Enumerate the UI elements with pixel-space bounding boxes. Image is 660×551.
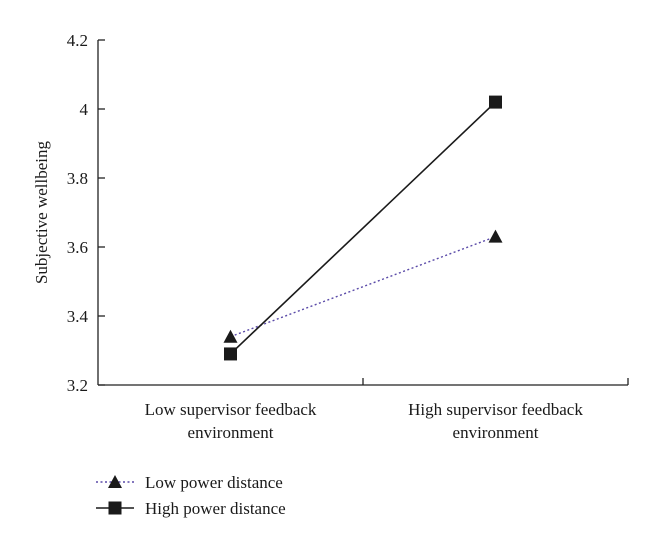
series-line-high-power-distance — [229, 101, 497, 355]
legend-label: Low power distance — [145, 473, 283, 492]
axes: 3.2 3.4 3.6 3.8 4 4.2 Low supervisor feedback e… — [67, 31, 629, 442]
legend: Low power distance High power distance — [96, 473, 286, 518]
square-marker — [224, 347, 237, 361]
y-tick-label: 4.2 — [67, 31, 88, 50]
x-tick-label: Low supervisor feedback environment — [145, 400, 317, 442]
legend-label: High power distance — [145, 499, 286, 518]
y-axis-label: Subjective wellbeing — [32, 140, 51, 284]
x-tick-label: High supervisor feedback environment — [408, 400, 583, 442]
y-tick-label: 3.4 — [67, 307, 89, 326]
triangle-marker — [223, 329, 238, 343]
y-tick-label: 4 — [80, 100, 89, 119]
series-markers — [223, 95, 503, 361]
series-line-low-power-distance — [230, 235, 496, 338]
triangle-marker — [488, 229, 503, 243]
square-marker — [489, 95, 502, 109]
y-tick-label: 3.8 — [67, 169, 88, 188]
y-tick-label: 3.6 — [67, 238, 88, 257]
series-lines — [229, 101, 497, 355]
y-tick-label: 3.2 — [67, 376, 88, 395]
legend-triangle-icon — [108, 475, 122, 488]
legend-square-icon — [108, 501, 122, 515]
